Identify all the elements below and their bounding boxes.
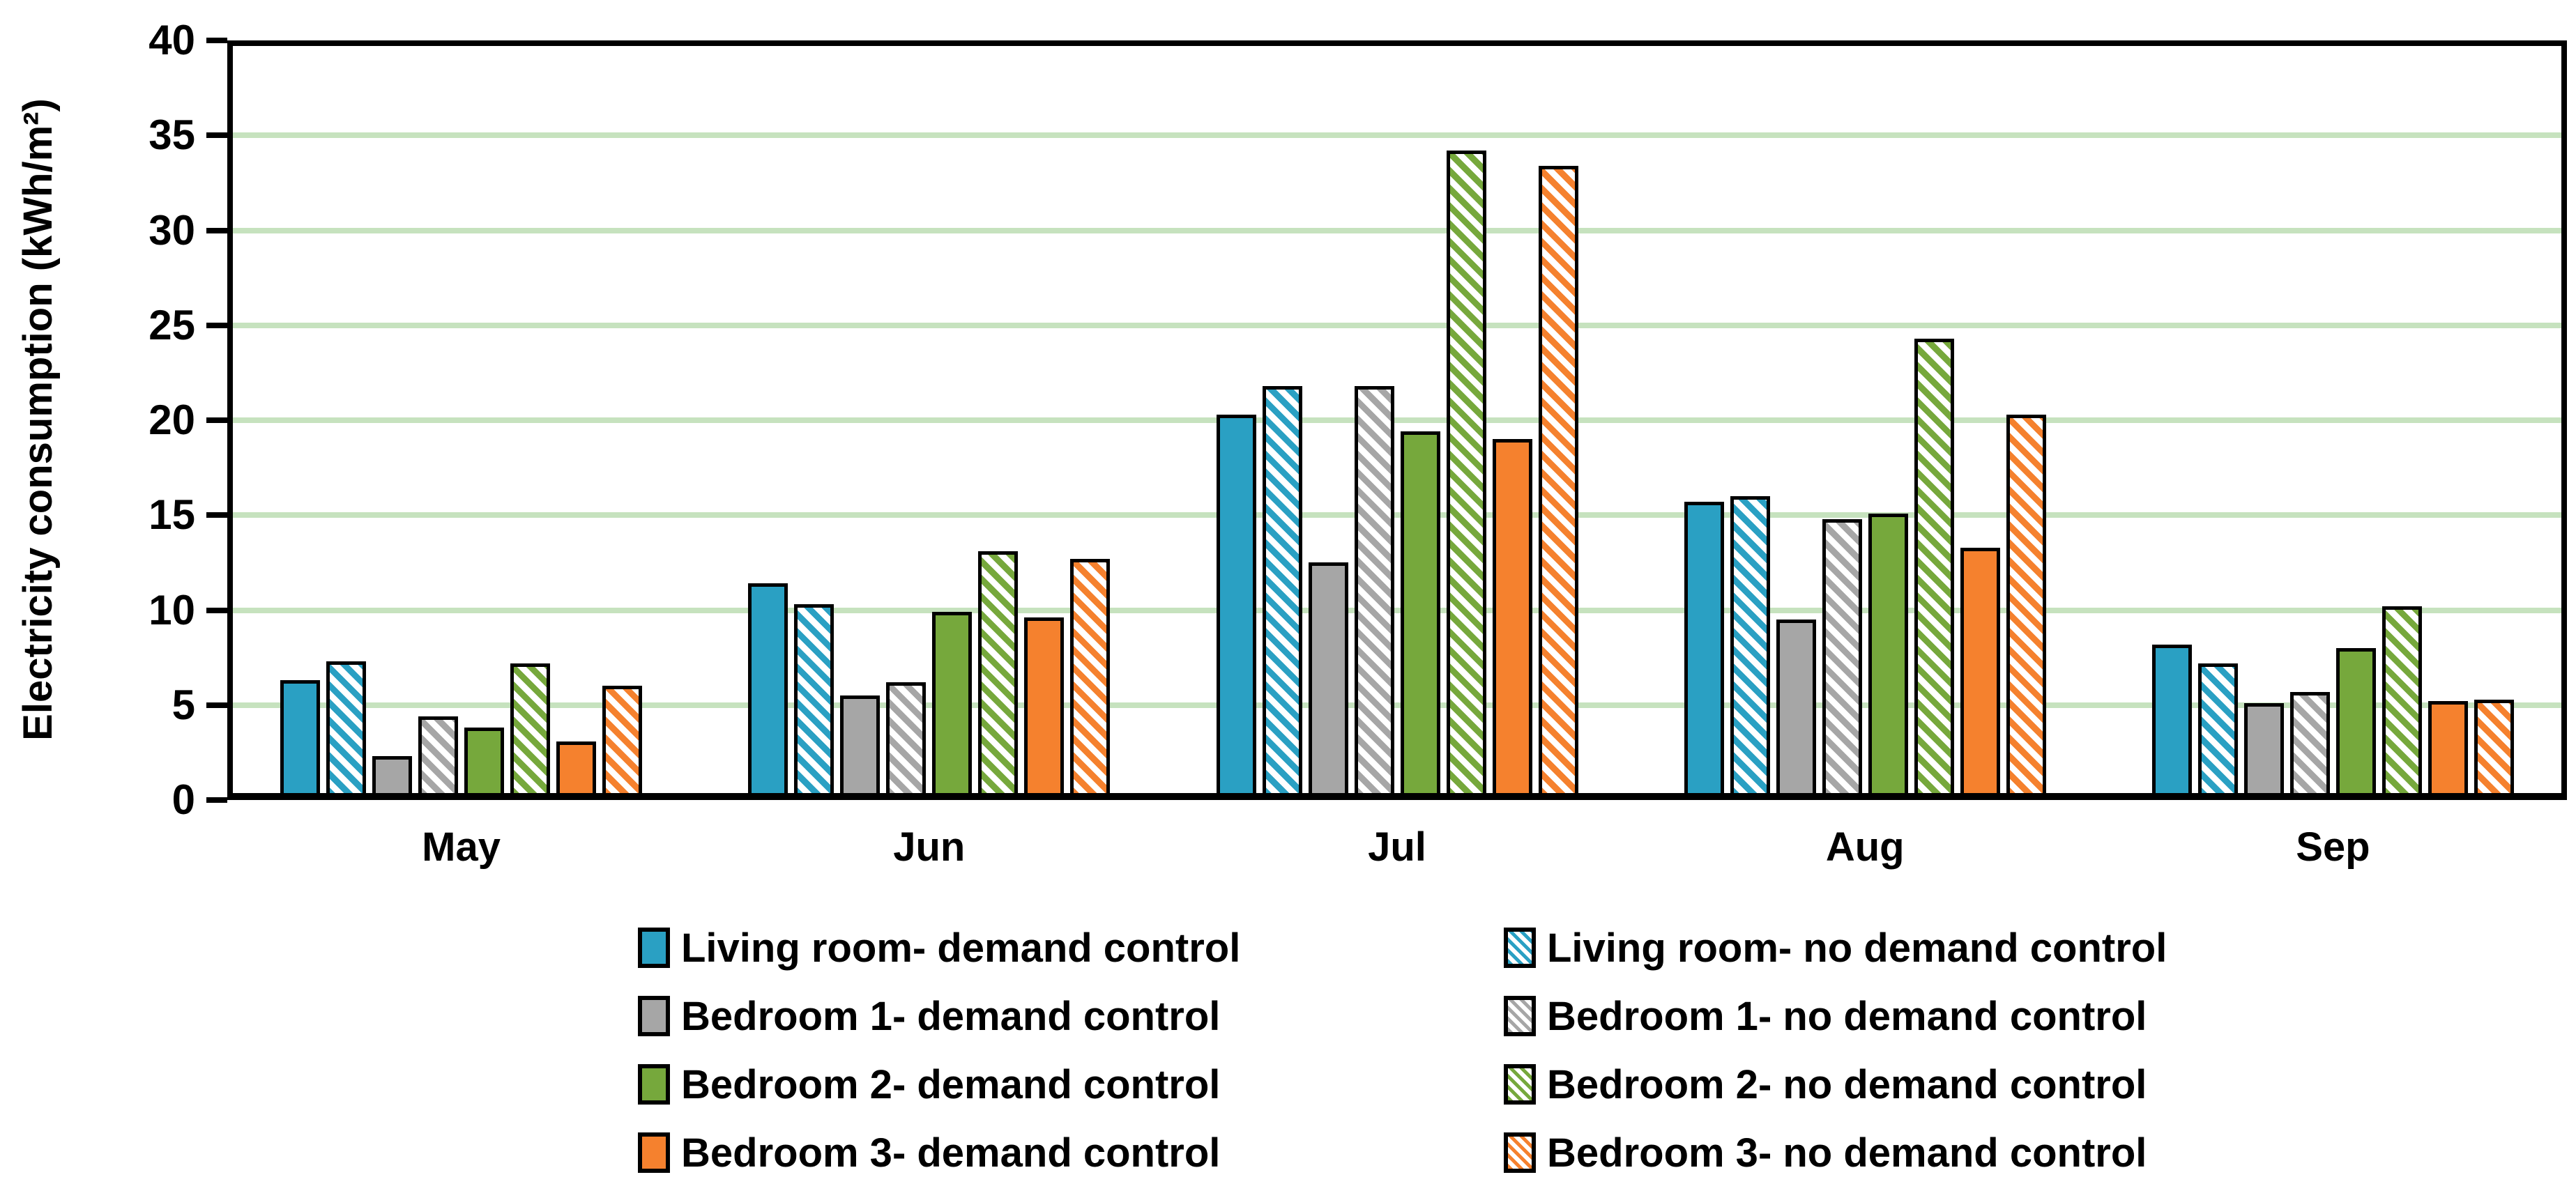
gridline xyxy=(227,702,2567,708)
y-tick-label: 25 xyxy=(148,301,195,348)
gridline xyxy=(227,607,2567,613)
legend-swatch-icon xyxy=(1504,996,1536,1036)
y-tick-label: 30 xyxy=(148,206,195,254)
bar-bedroom-2-demand-control-sep xyxy=(2335,648,2376,800)
gridline xyxy=(227,132,2567,139)
bar-bedroom-3-no-demand-control-jul xyxy=(1538,166,1578,800)
legend-label: Bedroom 1- demand control xyxy=(681,993,1221,1039)
legend-label: Living room- no demand control xyxy=(1547,925,2167,971)
legend-item-bedroom-2-demand-control: Bedroom 2- demand control xyxy=(638,1056,1220,1112)
category-label-sep: Sep xyxy=(2296,824,2370,870)
y-tick-mark xyxy=(206,512,227,518)
bar-living-room-no-demand-control-may xyxy=(326,661,367,800)
y-tick-label: 40 xyxy=(148,17,195,63)
legend-item-living-room-no-demand-control: Living room- no demand control xyxy=(1504,920,2167,976)
legend-item-bedroom-3-demand-control: Bedroom 3- demand control xyxy=(638,1125,1220,1181)
legend-label: Bedroom 2- demand control xyxy=(681,1061,1221,1107)
bar-bedroom-1-no-demand-control-jul xyxy=(1354,386,1394,800)
bar-bedroom-2-no-demand-control-jun xyxy=(978,551,1019,800)
bar-bedroom-1-no-demand-control-aug xyxy=(1822,519,1862,800)
bar-bedroom-3-no-demand-control-jun xyxy=(1070,559,1111,800)
bar-bedroom-2-demand-control-jun xyxy=(932,612,973,800)
legend-label: Bedroom 2- no demand control xyxy=(1547,1061,2147,1107)
y-tick-mark xyxy=(206,132,227,139)
bar-living-room-demand-control-jul xyxy=(1216,415,1256,800)
category-label-jul: Jul xyxy=(1368,824,1426,870)
bar-bedroom-2-demand-control-may xyxy=(464,728,505,800)
y-tick-label: 15 xyxy=(148,491,195,539)
y-tick-mark xyxy=(206,607,227,613)
y-tick-label: 20 xyxy=(148,397,195,443)
y-tick-label: 0 xyxy=(172,776,195,823)
bar-bedroom-3-no-demand-control-may xyxy=(602,686,643,800)
y-tick-label: 35 xyxy=(148,112,195,159)
bar-bedroom-2-no-demand-control-jul xyxy=(1446,151,1486,800)
bar-bedroom-3-demand-control-sep xyxy=(2428,701,2468,800)
legend-swatch-icon xyxy=(1504,928,1536,968)
bar-bedroom-3-demand-control-aug xyxy=(1960,548,2000,800)
y-tick-mark xyxy=(206,38,227,43)
bar-bedroom-2-no-demand-control-aug xyxy=(1914,339,1954,800)
gridline xyxy=(227,512,2567,518)
gridline xyxy=(227,322,2567,328)
bar-bedroom-3-no-demand-control-sep xyxy=(2474,700,2514,800)
bar-living-room-no-demand-control-jul xyxy=(1262,386,1302,800)
bar-bedroom-1-demand-control-may xyxy=(372,756,413,800)
bar-living-room-demand-control-sep xyxy=(2151,645,2192,800)
category-label-aug: Aug xyxy=(1825,824,1905,870)
legend-swatch-icon xyxy=(638,1064,670,1105)
category-label-may: May xyxy=(422,824,501,870)
legend-swatch-icon xyxy=(1504,1064,1536,1105)
gridline xyxy=(227,417,2567,423)
legend-item-living-room-demand-control: Living room- demand control xyxy=(638,920,1240,976)
bar-living-room-no-demand-control-jun xyxy=(794,604,834,800)
bar-living-room-demand-control-jun xyxy=(748,583,788,800)
bar-bedroom-1-no-demand-control-may xyxy=(418,716,459,800)
bar-bedroom-1-no-demand-control-jun xyxy=(886,682,927,800)
bar-living-room-no-demand-control-sep xyxy=(2197,663,2238,800)
y-tick-mark xyxy=(206,227,227,233)
y-tick-mark xyxy=(206,417,227,423)
legend-item-bedroom-2-no-demand-control: Bedroom 2- no demand control xyxy=(1504,1056,2147,1112)
legend-label: Bedroom 1- no demand control xyxy=(1547,993,2147,1039)
legend-label: Bedroom 3- no demand control xyxy=(1547,1130,2147,1176)
bar-bedroom-3-demand-control-jun xyxy=(1024,617,1065,800)
plot-area xyxy=(227,40,2567,800)
bar-bedroom-3-demand-control-may xyxy=(556,741,597,800)
legend-item-bedroom-1-no-demand-control: Bedroom 1- no demand control xyxy=(1504,988,2147,1044)
bar-bedroom-1-demand-control-jun xyxy=(840,695,881,800)
bar-bedroom-1-demand-control-aug xyxy=(1776,620,1816,800)
legend-item-bedroom-1-demand-control: Bedroom 1- demand control xyxy=(638,988,1220,1044)
bar-bedroom-1-no-demand-control-sep xyxy=(2289,692,2330,800)
bar-bedroom-2-no-demand-control-sep xyxy=(2381,606,2422,800)
category-label-jun: Jun xyxy=(893,824,966,870)
legend-label: Living room- demand control xyxy=(681,925,1241,971)
bar-living-room-demand-control-may xyxy=(280,680,321,800)
y-tick-mark xyxy=(206,322,227,328)
y-tick-label: 10 xyxy=(148,586,195,633)
bar-bedroom-3-no-demand-control-aug xyxy=(2006,415,2046,800)
bar-bedroom-1-demand-control-jul xyxy=(1308,562,1348,800)
y-tick-label: 5 xyxy=(172,681,195,728)
legend-label: Bedroom 3- demand control xyxy=(681,1130,1221,1176)
bar-bedroom-2-demand-control-jul xyxy=(1400,431,1440,800)
bar-living-room-demand-control-aug xyxy=(1684,502,1724,800)
y-tick-mark xyxy=(206,797,227,803)
bar-bedroom-2-demand-control-aug xyxy=(1868,514,1908,800)
legend-swatch-icon xyxy=(638,1132,670,1173)
bar-bedroom-1-demand-control-sep xyxy=(2243,703,2284,800)
legend-swatch-icon xyxy=(638,996,670,1036)
bar-living-room-no-demand-control-aug xyxy=(1730,496,1770,800)
gridline xyxy=(227,227,2567,233)
y-tick-mark xyxy=(206,702,227,708)
bar-bedroom-2-no-demand-control-may xyxy=(510,663,551,800)
legend-swatch-icon xyxy=(638,928,670,968)
legend-swatch-icon xyxy=(1504,1132,1536,1173)
legend-item-bedroom-3-no-demand-control: Bedroom 3- no demand control xyxy=(1504,1125,2147,1181)
bar-bedroom-3-demand-control-jul xyxy=(1492,439,1532,800)
